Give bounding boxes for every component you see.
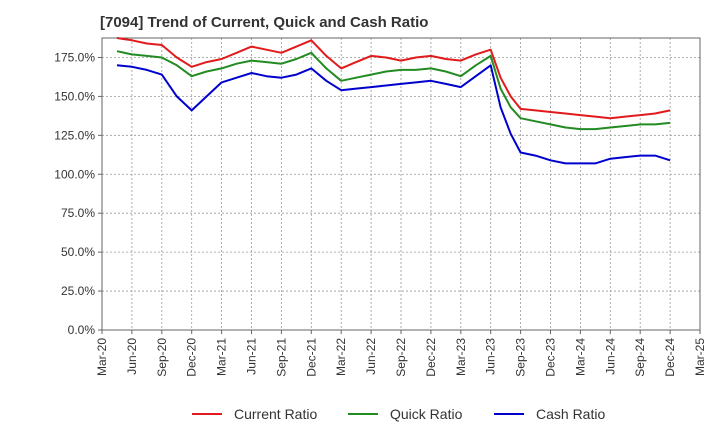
series-layer: [116, 37, 671, 165]
x-tick-label: Sep-21: [274, 338, 288, 377]
y-tick-label: 50.0%: [61, 245, 95, 259]
x-tick-label: Dec-21: [304, 338, 318, 377]
x-tick-label: Dec-23: [544, 338, 558, 377]
x-tick-label: Jun-24: [603, 338, 617, 375]
x-tick-label: Dec-20: [185, 338, 199, 377]
y-tick-label: 0.0%: [68, 323, 96, 337]
x-tick-label: Sep-20: [155, 338, 169, 377]
legend-layer: Current Ratio Quick Ratio Cash Ratio: [192, 406, 605, 422]
x-tick-label: Jun-20: [125, 338, 139, 375]
y-tick-label: 100.0%: [54, 167, 95, 181]
x-tick-label: Mar-24: [573, 338, 587, 376]
y-tick-label: 125.0%: [54, 128, 95, 142]
y-tick-label: 25.0%: [61, 284, 95, 298]
grid-layer: [101, 38, 701, 331]
legend-label-cash-ratio: Cash Ratio: [536, 406, 605, 422]
x-tick-label: Sep-23: [514, 338, 528, 377]
x-tick-label: Mar-23: [454, 338, 468, 376]
x-tick-label: Mar-22: [334, 338, 348, 376]
x-tick-label: Mar-25: [693, 338, 707, 376]
x-tick-label: Jun-23: [484, 338, 498, 375]
x-tick-label: Sep-24: [633, 338, 647, 377]
legend-label-current-ratio: Current Ratio: [234, 406, 317, 422]
x-tick-label: Mar-20: [95, 338, 109, 376]
quick-ratio-line: [116, 50, 671, 131]
current-ratio-line: [116, 37, 671, 120]
x-tick-label: Jun-21: [245, 338, 259, 375]
chart-title: [7094] Trend of Current, Quick and Cash …: [100, 14, 429, 31]
x-tick-label: Mar-21: [215, 338, 229, 376]
y-tick-label: 150.0%: [54, 89, 95, 103]
x-tick-label: Dec-24: [663, 338, 677, 377]
legend-label-quick-ratio: Quick Ratio: [390, 406, 463, 422]
x-tick-label: Jun-22: [364, 338, 378, 375]
y-tick-label: 175.0%: [54, 50, 95, 64]
x-tick-label: Dec-22: [424, 338, 438, 377]
axis-layer: 0.0% 25.0% 50.0% 75.0% 100.0% 125.0% 150.0% 175…: [54, 50, 707, 376]
cash-ratio-line: [116, 64, 671, 165]
y-tick-label: 75.0%: [61, 206, 95, 220]
x-tick-label: Sep-22: [394, 338, 408, 377]
